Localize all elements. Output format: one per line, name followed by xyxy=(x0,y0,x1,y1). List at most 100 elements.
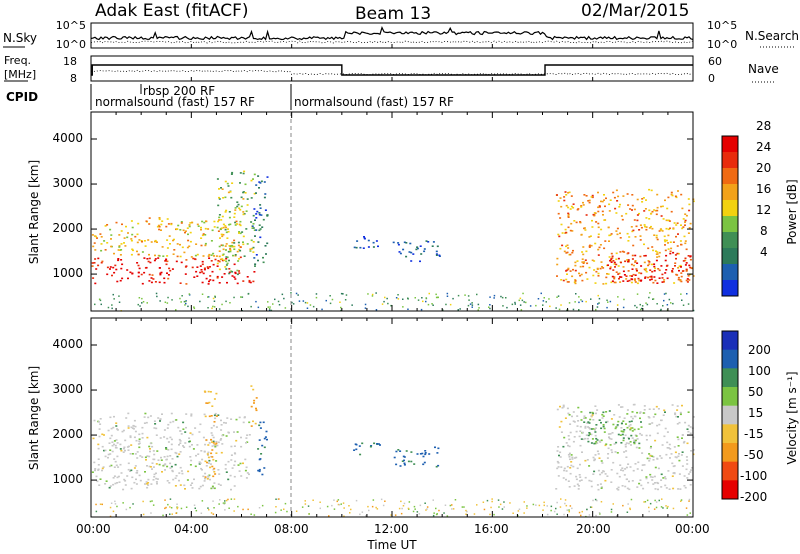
heatmap-cell xyxy=(556,194,558,196)
heatmap-cell xyxy=(221,254,224,256)
heatmap-cell xyxy=(617,433,620,436)
heatmap-cell xyxy=(104,483,107,485)
heatmap-cell xyxy=(224,468,227,470)
heatmap-cell xyxy=(449,303,452,306)
heatmap-cell xyxy=(645,477,648,480)
heatmap-cell xyxy=(236,205,239,208)
heatmap-cell xyxy=(593,269,596,271)
heatmap-cell xyxy=(207,462,210,464)
heatmap-cell xyxy=(646,499,649,502)
heatmap-cell xyxy=(588,432,591,434)
heatmap-cell xyxy=(681,270,684,272)
heatmap-cell xyxy=(410,460,413,463)
heatmap-cell xyxy=(180,261,183,264)
heatmap-cell xyxy=(258,224,261,226)
velocity-ytick-1000: 1000 xyxy=(52,472,83,486)
heatmap-cell xyxy=(348,505,350,507)
heatmap-cell xyxy=(586,508,588,511)
heatmap-cell xyxy=(127,449,130,451)
heatmap-cell xyxy=(251,227,254,229)
heatmap-cell xyxy=(390,514,392,516)
heatmap-cell xyxy=(656,282,659,284)
heatmap-cell xyxy=(253,173,256,176)
heatmap-cell xyxy=(212,263,215,266)
heatmap-cell xyxy=(153,476,156,478)
heatmap-cell xyxy=(571,275,574,278)
heatmap-cell xyxy=(198,431,201,433)
heatmap-cell xyxy=(189,432,192,434)
heatmap-cell xyxy=(590,485,593,488)
heatmap-cell xyxy=(594,405,597,407)
heatmap-cell xyxy=(658,423,661,426)
heatmap-cell xyxy=(643,464,646,466)
heatmap-cell xyxy=(383,300,385,303)
heatmap-cell xyxy=(125,417,128,419)
heatmap-cell xyxy=(227,185,230,187)
heatmap-cell xyxy=(671,404,674,406)
heatmap-cell xyxy=(619,237,622,239)
heatmap-cell xyxy=(416,453,419,455)
heatmap-cell xyxy=(608,234,611,237)
heatmap-cell xyxy=(650,278,653,281)
heatmap-cell xyxy=(228,271,231,274)
power-ylabel: Slant Range [km] xyxy=(27,160,41,264)
heatmap-cell xyxy=(200,237,203,239)
heatmap-cell xyxy=(218,196,220,199)
heatmap-cell xyxy=(251,247,253,250)
heatmap-cell xyxy=(656,193,659,196)
noise-sky-label: N.Sky xyxy=(3,31,37,45)
heatmap-cell xyxy=(645,434,648,437)
heatmap-cell xyxy=(631,430,634,432)
heatmap-cell xyxy=(249,248,252,250)
heatmap-cell xyxy=(473,513,476,515)
heatmap-cell xyxy=(645,226,648,228)
heatmap-cell xyxy=(606,306,608,309)
velocity-colorbar-swatch xyxy=(722,480,738,500)
heatmap-cell xyxy=(207,454,209,456)
heatmap-cell xyxy=(621,485,624,487)
heatmap-cell xyxy=(597,226,600,229)
heatmap-cell xyxy=(252,214,255,217)
heatmap-cell xyxy=(614,451,617,453)
heatmap-cell xyxy=(162,464,165,467)
heatmap-cell xyxy=(435,296,438,299)
heatmap-cell xyxy=(138,239,141,241)
heatmap-cell xyxy=(155,477,158,480)
heatmap-cell xyxy=(670,453,673,455)
heatmap-cell xyxy=(201,271,204,273)
heatmap-cell xyxy=(684,257,687,260)
heatmap-cell xyxy=(525,301,527,304)
heatmap-cell xyxy=(204,234,207,236)
heatmap-cell xyxy=(685,279,688,282)
heatmap-cell xyxy=(254,235,256,237)
heatmap-cell xyxy=(592,213,595,216)
heatmap-cell xyxy=(251,225,254,227)
heatmap-cell xyxy=(188,225,191,228)
heatmap-cell xyxy=(629,424,632,426)
heatmap-cell xyxy=(681,465,684,467)
heatmap-cell xyxy=(250,305,252,308)
heatmap-cell xyxy=(162,514,164,517)
heatmap-cell xyxy=(216,178,219,180)
heatmap-cell xyxy=(159,273,162,276)
heatmap-cell xyxy=(143,422,146,424)
heatmap-cell xyxy=(674,412,677,414)
heatmap-cell xyxy=(691,467,694,469)
heatmap-cell xyxy=(202,436,205,439)
heatmap-cell xyxy=(608,240,610,242)
heatmap-cell xyxy=(151,445,154,448)
heatmap-cell xyxy=(124,439,127,442)
heatmap-cell xyxy=(680,224,682,226)
heatmap-cell xyxy=(240,436,242,439)
heatmap-cell xyxy=(663,409,666,412)
heatmap-cell xyxy=(573,281,576,283)
heatmap-cell xyxy=(488,306,490,308)
heatmap-cell xyxy=(250,405,253,408)
heatmap-cell xyxy=(432,514,435,517)
heatmap-cell xyxy=(221,443,224,445)
heatmap-cell xyxy=(569,505,572,507)
heatmap-cell xyxy=(136,472,139,474)
heatmap-cell xyxy=(664,272,667,274)
heatmap-cell xyxy=(133,419,136,422)
heatmap-cell xyxy=(680,280,683,283)
